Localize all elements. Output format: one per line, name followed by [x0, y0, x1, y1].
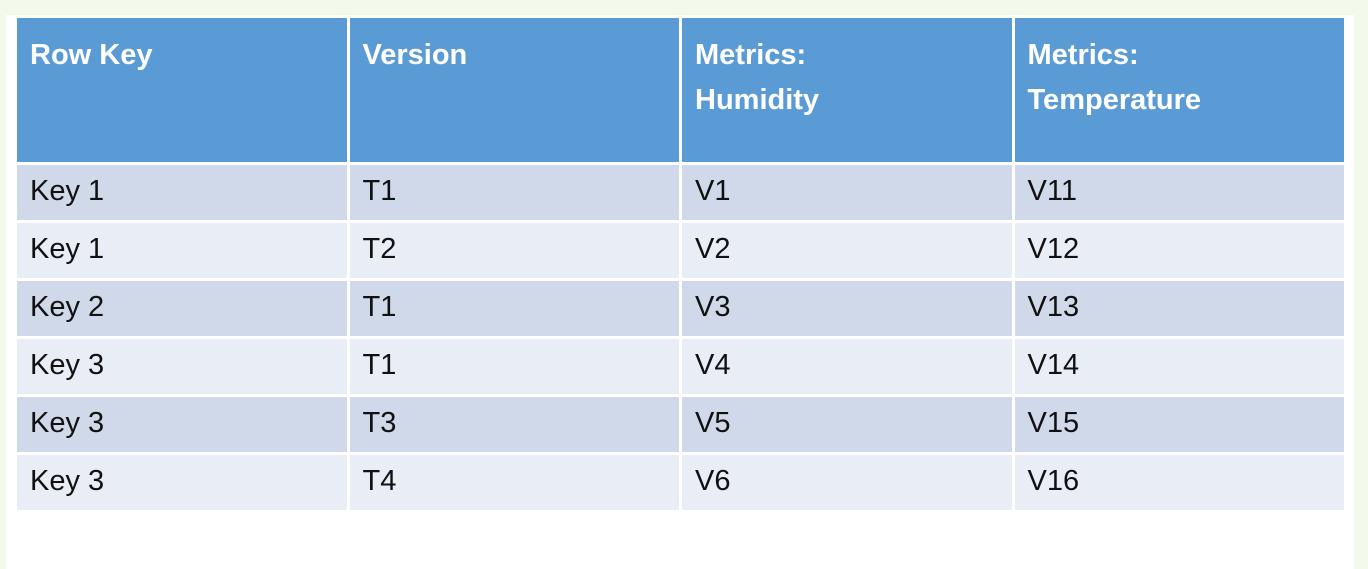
cell-version: T2 — [346, 220, 682, 281]
table-row: Key 1 T1 V1 V11 — [14, 162, 1347, 223]
cell-row-key: Key 1 — [14, 220, 350, 281]
cell-row-key: Key 3 — [14, 394, 350, 455]
cell-temperature: V15 — [1011, 394, 1347, 455]
cell-version: T4 — [346, 452, 682, 513]
table-row: Key 3 T1 V4 V14 — [14, 336, 1347, 397]
column-header-version: Version — [346, 15, 682, 165]
table-row: Key 1 T2 V2 V12 — [14, 220, 1347, 281]
cell-row-key: Key 3 — [14, 452, 350, 513]
cell-temperature: V13 — [1011, 278, 1347, 339]
cell-temperature: V12 — [1011, 220, 1347, 281]
cell-humidity: V4 — [679, 336, 1015, 397]
cell-temperature: V16 — [1011, 452, 1347, 513]
cell-row-key: Key 2 — [14, 278, 350, 339]
cell-temperature: V14 — [1011, 336, 1347, 397]
cell-humidity: V3 — [679, 278, 1015, 339]
cell-humidity: V6 — [679, 452, 1015, 513]
cell-version: T1 — [346, 278, 682, 339]
table-row: Key 3 T4 V6 V16 — [14, 452, 1347, 513]
cell-version: T1 — [346, 336, 682, 397]
cell-humidity: V2 — [679, 220, 1015, 281]
table-row: Key 2 T1 V3 V13 — [14, 278, 1347, 339]
cell-version: T3 — [346, 394, 682, 455]
header-row: Row Key Version Metrics: Humidity Metric… — [14, 15, 1347, 165]
slide-canvas: Row Key Version Metrics: Humidity Metric… — [6, 15, 1354, 569]
column-header-metrics-humidity: Metrics: Humidity — [679, 15, 1015, 165]
cell-row-key: Key 1 — [14, 162, 350, 223]
metrics-table: Row Key Version Metrics: Humidity Metric… — [14, 15, 1347, 513]
column-header-metrics-temperature: Metrics: Temperature — [1011, 15, 1347, 165]
cell-humidity: V1 — [679, 162, 1015, 223]
cell-temperature: V11 — [1011, 162, 1347, 223]
cell-humidity: V5 — [679, 394, 1015, 455]
column-header-row-key: Row Key — [14, 15, 350, 165]
table-row: Key 3 T3 V5 V15 — [14, 394, 1347, 455]
cell-version: T1 — [346, 162, 682, 223]
cell-row-key: Key 3 — [14, 336, 350, 397]
